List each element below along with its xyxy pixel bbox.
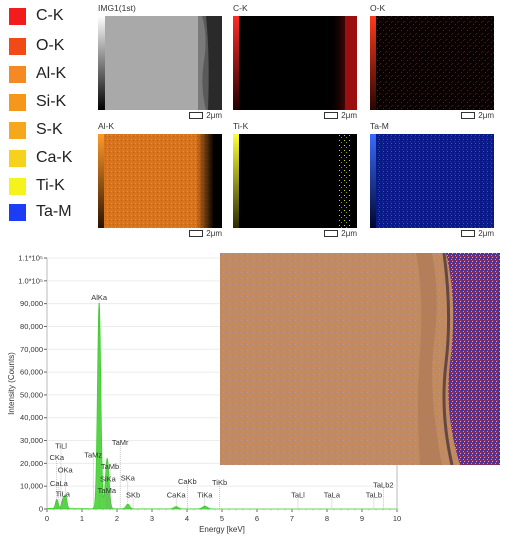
x-tick-label: 1 [80,514,84,523]
legend-label: O-K [36,37,65,54]
scale-bar: 2μm [189,229,222,238]
scale-bar: 2μm [324,111,357,120]
peak-label: TaMz [84,451,102,460]
peak-label: TaLb2 [373,480,393,489]
y-tick-label: 50,000 [20,390,43,399]
scale-label: 2μm [341,229,357,238]
peak-label: TiKa [197,491,213,500]
y-tick-label: 90,000 [20,299,43,308]
y-tick-label: 80,000 [20,322,43,331]
peak-label: SKa [121,473,136,482]
legend-label: Ti-K [36,177,65,194]
y-tick-label: 70,000 [20,345,43,354]
x-tick-label: 8 [325,514,329,523]
map-title: Ta-M [370,121,389,131]
y-tick-label: 0 [39,505,43,514]
y-tick-label: 20,000 [20,459,43,468]
scale-label: 2μm [206,229,222,238]
legend-item-s-k: S-K [9,120,63,140]
spectrum-peak-point [106,474,108,476]
x-tick-label: 4 [185,514,189,523]
peak-label: OKa [58,465,74,474]
y-tick-label: 1.1*10⁵ [18,254,43,263]
legend-item-al-k: Al-K [9,64,66,84]
y-tick-label: 10,000 [20,482,43,491]
map-title: Al-K [98,121,115,131]
scale-label: 2μm [478,111,494,120]
sem-image [98,16,222,110]
spectrum-peak-point [204,505,206,507]
y-tick-label: 40,000 [20,413,43,422]
peak-label: TiLl [55,442,67,451]
peak-label: TaMr [112,438,129,447]
al-k-map [98,134,222,228]
legend-swatch [9,121,26,139]
legend-item-si-k: Si-K [9,92,66,112]
peak-label: TiLa [56,489,71,498]
scale-label: 2μm [341,111,357,120]
c-k-map [233,16,357,110]
scale-bar: 2μm [189,111,222,120]
legend-swatch [9,37,26,55]
map-title: C-K [233,3,248,13]
legend-swatch [9,177,26,195]
peak-label: CaLa [50,479,69,488]
peak-label: TaLa [324,491,341,500]
y-tick-label: 60,000 [20,368,43,377]
legend-label: S-K [36,121,63,138]
legend-swatch [9,203,26,221]
y-tick-label: 30,000 [20,436,43,445]
map-title: Ti-K [233,121,249,131]
ta-m-map [370,134,494,228]
map-title: O-K [370,3,386,13]
spectrum-series [46,303,397,510]
legend-swatch [9,7,26,25]
peak-label: SiKa [100,475,117,484]
legend-label: C-K [36,7,64,24]
legend-label: Ta-M [36,203,72,220]
x-axis-label: Energy [keV] [199,525,245,534]
legend-swatch [9,149,26,167]
peak-label: TiKb [212,478,227,487]
x-tick-label: 10 [393,514,401,523]
x-tick-label: 7 [290,514,294,523]
legend-item-ta-m: Ta-M [9,202,72,222]
scale-bar: 2μm [324,229,357,238]
scale-bar: 2μm [461,229,494,238]
y-axis-label: Intensity (Counts) [7,352,16,415]
legend-swatch [9,65,26,83]
ti-k-map [233,134,357,228]
legend-label: Si-K [36,93,67,110]
legend-item-o-k: O-K [9,36,64,56]
x-tick-label: 0 [45,514,49,523]
y-tick-label: 1.0*10⁵ [18,276,43,285]
peak-label: AlKa [91,293,108,302]
x-tick-label: 3 [150,514,154,523]
x-tick-label: 5 [220,514,224,523]
peak-label: TaLb [366,491,382,500]
overlay-composite-map[interactable] [220,253,500,465]
legend-label: Al-K [36,65,67,82]
legend-swatch [9,93,26,111]
peak-label: SKb [126,491,140,500]
scale-bar: 2μm [461,111,494,120]
legend-label: Ca-K [36,149,73,166]
x-tick-label: 6 [255,514,259,523]
spectrum-peak-point [62,500,64,502]
peak-label: TaMb [101,462,119,471]
peak-label: TaMa [98,486,117,495]
peak-label: CaKb [178,477,197,486]
scale-label: 2μm [206,111,222,120]
legend-item-ca-k: Ca-K [9,148,72,168]
x-tick-label: 2 [115,514,119,523]
peak-label: CaKa [167,491,187,500]
legend-item-c-k: C-K [9,6,64,26]
legend-item-ti-k: Ti-K [9,176,65,196]
scale-label: 2μm [478,229,494,238]
peak-label: CKa [50,453,65,462]
x-tick-label: 9 [360,514,364,523]
map-title: IMG1(1st) [98,3,136,13]
o-k-map [370,16,494,110]
peak-label: TaLl [291,491,305,500]
